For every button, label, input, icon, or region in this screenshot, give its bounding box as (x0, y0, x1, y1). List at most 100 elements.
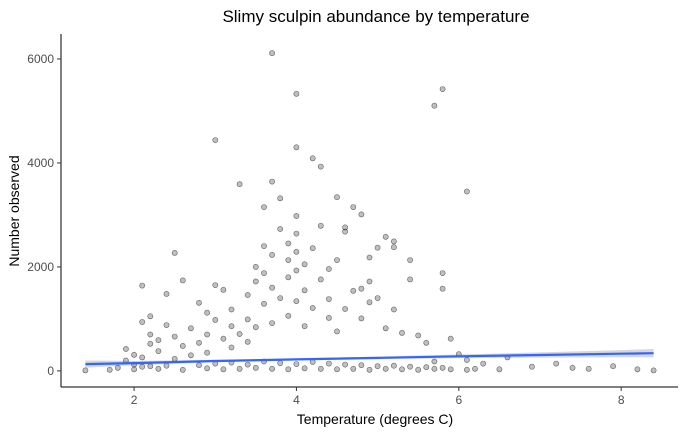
data-point (358, 211, 365, 218)
data-point (244, 292, 251, 298)
data-point (236, 181, 243, 188)
data-point (480, 360, 487, 367)
data-point (131, 351, 137, 358)
data-point (139, 282, 146, 289)
y-axis-title: Number observed (6, 155, 22, 266)
data-point (220, 286, 227, 293)
data-point (269, 251, 275, 258)
data-point (366, 299, 373, 306)
data-point (463, 357, 470, 363)
data-point (106, 366, 113, 373)
data-point (269, 284, 275, 291)
data-point (220, 366, 227, 373)
data-point (220, 335, 227, 342)
data-point (269, 50, 275, 57)
data-point (317, 365, 324, 372)
data-point (585, 365, 592, 372)
data-point (407, 363, 413, 370)
data-point (212, 316, 219, 323)
data-point (179, 342, 186, 349)
data-point (431, 358, 438, 365)
data-point (187, 352, 194, 359)
data-point (358, 315, 365, 322)
data-point (252, 324, 259, 331)
data-point (439, 270, 446, 276)
data-point (496, 366, 503, 373)
data-point (301, 261, 308, 268)
data-point (309, 305, 316, 311)
data-point (390, 244, 397, 251)
data-point (204, 365, 210, 372)
data-point (277, 195, 284, 202)
data-point (334, 257, 340, 263)
data-point (228, 323, 235, 330)
data-point (147, 313, 154, 320)
data-point (269, 178, 275, 185)
data-point (261, 270, 267, 276)
data-point (317, 276, 324, 283)
data-point (269, 320, 275, 326)
y-tick-label: 2000 (27, 260, 54, 274)
data-point (334, 366, 340, 373)
data-point (285, 312, 292, 319)
data-point (358, 285, 365, 292)
data-point (196, 299, 202, 306)
chart-title: Slimy sculpin abundance by temperature (222, 7, 529, 26)
data-point (439, 364, 446, 371)
points-layer (82, 50, 657, 374)
data-point (131, 366, 137, 373)
data-point (212, 282, 219, 288)
data-point (309, 245, 316, 252)
data-point (163, 290, 170, 297)
y-tick-label: 4000 (27, 156, 54, 170)
data-point (277, 360, 284, 366)
data-point (610, 363, 616, 370)
data-point (285, 257, 292, 263)
data-point (390, 238, 397, 245)
data-point (82, 367, 89, 374)
data-point (293, 361, 300, 367)
data-point (155, 348, 162, 354)
data-point (269, 365, 275, 372)
data-point (569, 364, 576, 371)
data-point (439, 86, 446, 92)
data-point (293, 267, 300, 274)
y-tick-label: 0 (47, 364, 54, 378)
data-point (350, 287, 357, 294)
x-tick-label: 2 (131, 393, 138, 407)
data-point (204, 309, 210, 316)
data-point (285, 240, 292, 247)
x-tick-label: 8 (618, 393, 625, 407)
data-point (390, 306, 397, 313)
data-point (374, 295, 381, 301)
data-point (147, 363, 154, 370)
data-point (342, 224, 348, 231)
data-point (334, 328, 340, 335)
data-point (342, 361, 348, 368)
data-point (139, 354, 146, 361)
data-point (366, 254, 373, 261)
x-tick-label: 6 (455, 393, 462, 407)
data-point (390, 362, 397, 369)
x-axis-title: Temperature (degrees C) (297, 411, 453, 427)
data-point (415, 332, 422, 339)
data-point (301, 323, 308, 330)
data-point (423, 364, 430, 371)
data-point (325, 296, 332, 302)
data-point (187, 325, 194, 332)
data-point (204, 349, 210, 356)
data-point (366, 366, 373, 373)
data-point (147, 331, 154, 338)
smooth-trend-line (85, 352, 654, 366)
y-axis-ticks: 0 2000 4000 6000 (27, 52, 61, 378)
data-point (163, 322, 170, 328)
data-point (277, 226, 284, 232)
data-point (163, 362, 170, 369)
data-point (650, 367, 657, 374)
y-tick-label: 6000 (27, 52, 54, 66)
data-point (114, 364, 121, 371)
data-point (171, 249, 178, 256)
data-point (285, 366, 292, 373)
data-point (155, 337, 162, 344)
